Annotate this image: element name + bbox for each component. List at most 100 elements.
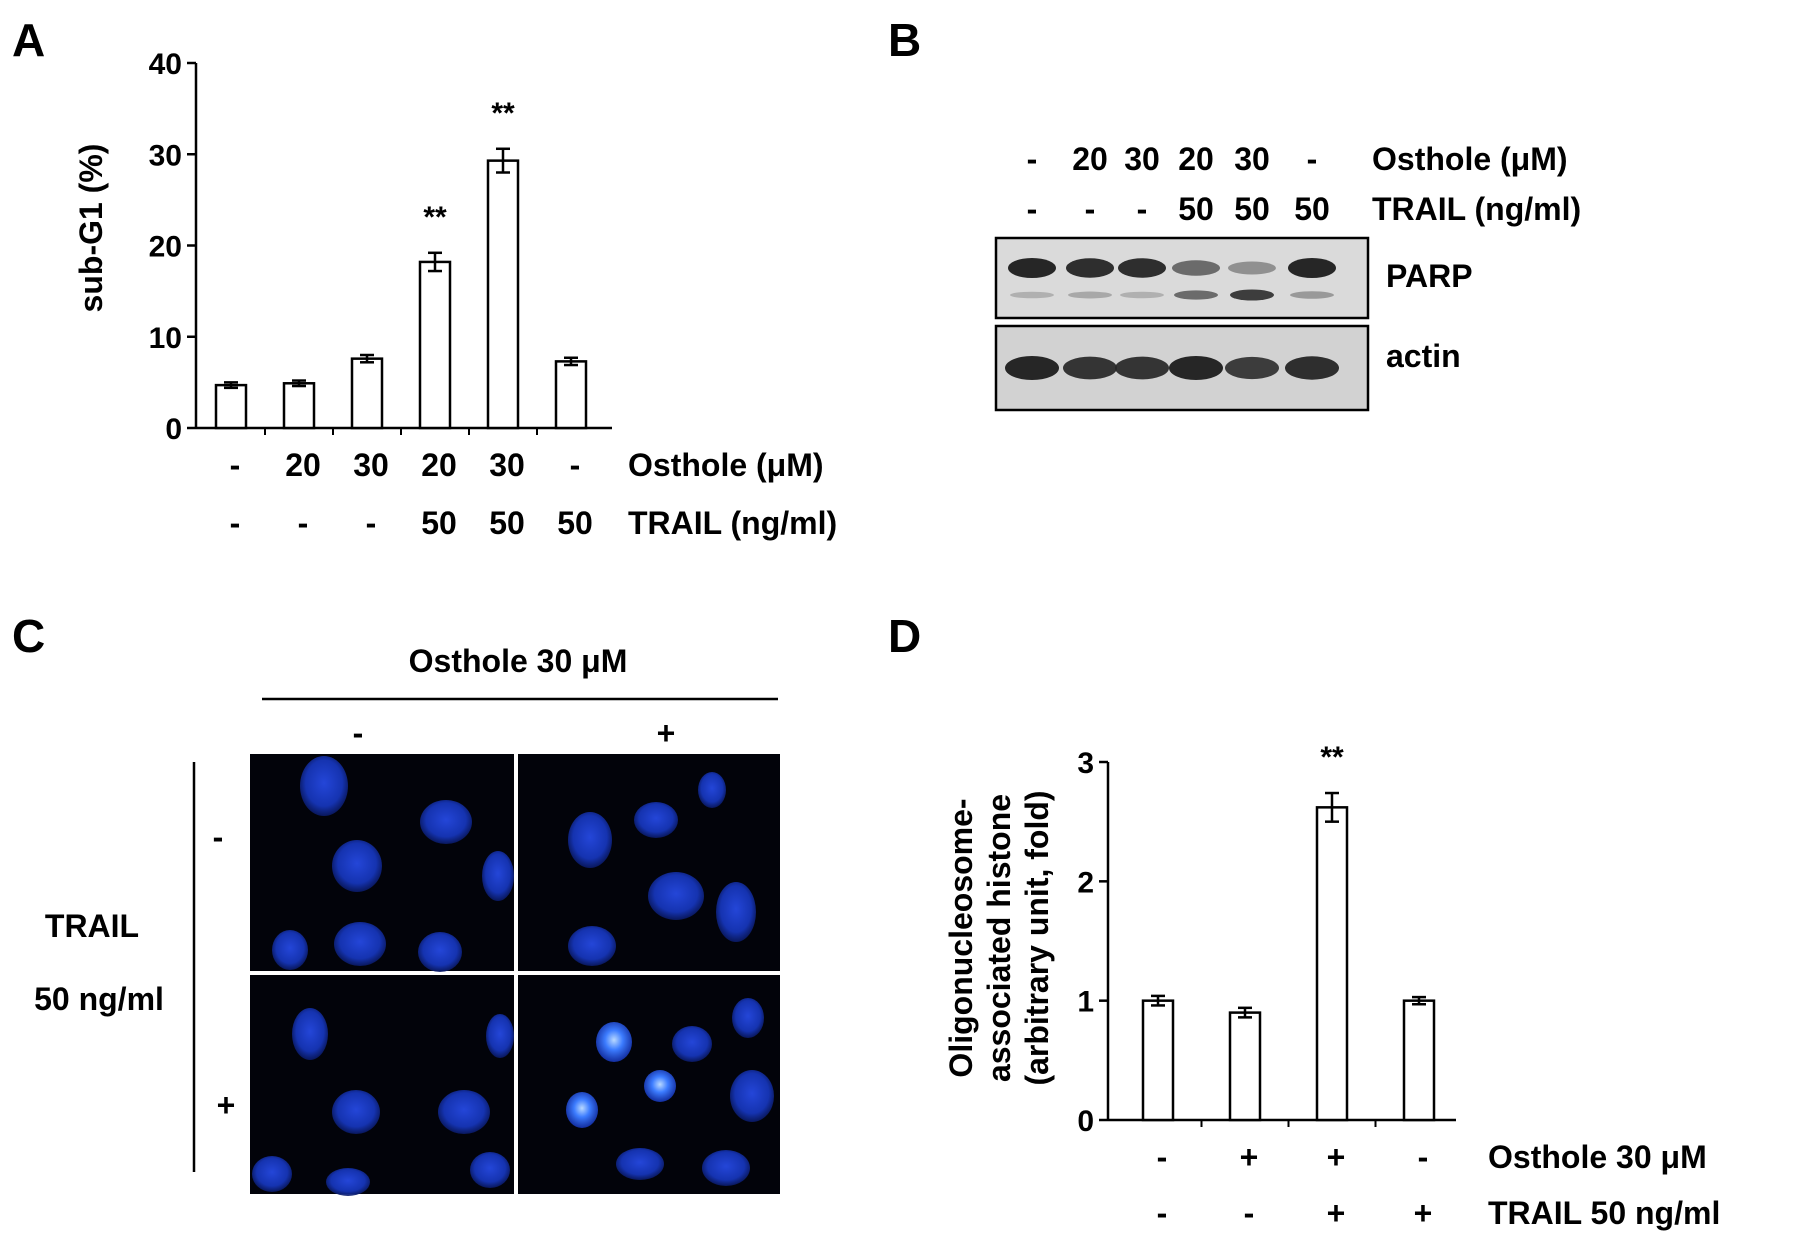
panel-b-osthole-value: 20 [1072, 141, 1108, 177]
panel-b-trail-value: 50 [1178, 191, 1214, 227]
panel-b-trail-value: 50 [1294, 191, 1330, 227]
nucleus [698, 772, 726, 808]
panel-b-osthole-value: 20 [1178, 141, 1214, 177]
panel-b-trail-value: - [1085, 191, 1096, 227]
parp-full-length-band [1172, 260, 1220, 276]
actin-band [1063, 356, 1117, 380]
nucleus [292, 1008, 328, 1060]
nucleus [732, 998, 764, 1038]
panel-d-y-axis-label-line-3: (arbitrary unit, fold) [1019, 790, 1055, 1085]
panel-a-y-tick-label: 20 [149, 231, 182, 264]
nucleus [482, 851, 514, 901]
panel-a-y-tick-label: 30 [149, 139, 182, 172]
panel-d-bar [1402, 999, 1436, 1122]
nucleus [568, 812, 612, 868]
nucleus [702, 1150, 750, 1186]
parp-cleaved-band [1174, 290, 1218, 300]
panel-a-bar [214, 383, 248, 430]
panel-a-significance-label: ** [423, 201, 447, 234]
nucleus [648, 872, 704, 920]
actin-label: actin [1386, 338, 1461, 374]
nucleus [568, 926, 616, 966]
actin-band [1115, 356, 1169, 380]
panel-d-bar [1228, 1011, 1262, 1122]
actin-band [1285, 356, 1339, 380]
panel-d-trail-value: - [1244, 1195, 1255, 1231]
panel-a-trail-value: 50 [489, 505, 525, 541]
panel-a-trail-value: - [366, 505, 377, 541]
actin-blot [994, 324, 1370, 412]
panel-b-osthole-row-label: Osthole (μM) [1372, 141, 1568, 177]
panel-a-trail-value: - [230, 505, 241, 541]
nucleus [418, 932, 462, 972]
panel-a-trail-value: - [298, 505, 309, 541]
micrograph-grid [248, 752, 782, 1196]
panel-d-y-axis-label-line-2: associated histone [981, 794, 1017, 1082]
panel-letter-a: A [12, 14, 45, 66]
panel-b-osthole-value: - [1027, 141, 1038, 177]
panel-b-osthole-value: - [1307, 141, 1318, 177]
trail-dose-row-title: 50 ng/ml [34, 981, 164, 1017]
panel-d-osthole-value: + [1240, 1139, 1259, 1175]
nucleus [730, 1070, 774, 1122]
panel-a-bar [350, 357, 384, 430]
panel-a-trail-row-label: TRAIL (ng/ml) [628, 505, 837, 541]
nucleus [334, 922, 386, 966]
micrograph-combination [518, 975, 780, 1194]
panel-b-osthole-value: 30 [1124, 141, 1160, 177]
panel-b-osthole-value: 30 [1234, 141, 1270, 177]
parp-cleaved-band [1120, 291, 1164, 299]
panel-b-trail-value: - [1137, 191, 1148, 227]
nucleus [634, 802, 678, 838]
panel-a-condition-labels: - - 20 - 30 - 20 50 30 50 - 50 [230, 447, 593, 541]
parp-full-length-band [1008, 258, 1056, 278]
panel-a-y-tick-label: 10 [149, 322, 182, 355]
panel-a-osthole-value: 30 [489, 447, 525, 483]
panel-d-y-tick-label: 3 [1077, 747, 1094, 780]
panel-b-trail-value: 50 [1234, 191, 1270, 227]
panel-a-trail-value: 50 [421, 505, 457, 541]
panel-a-osthole-value: 30 [353, 447, 389, 483]
parp-cleaved-band [1068, 291, 1112, 299]
panel-d-bar [1141, 999, 1175, 1122]
panel-d-osthole-row-label: Osthole 30 μM [1488, 1139, 1707, 1175]
panel-a-bar [554, 360, 588, 430]
nucleus [486, 1014, 514, 1058]
panel-a-osthole-value: - [230, 447, 241, 483]
panel-b-trail-value: - [1027, 191, 1038, 227]
panel-c: C Osthole 30 μM - + TRAIL 50 ng/ml - + [12, 610, 782, 1196]
panel-d-y-tick-label: 0 [1077, 1105, 1094, 1138]
actin-band [1225, 356, 1279, 380]
panel-letter-b: B [888, 14, 921, 66]
micrograph-trail-image [250, 975, 514, 1194]
panel-d: D Oligonucleosome- associated histone (a… [888, 610, 1720, 1231]
nucleus [672, 1026, 712, 1062]
parp-full-length-band [1118, 258, 1166, 278]
panel-d-trail-value: + [1327, 1195, 1346, 1231]
panel-d-condition-labels: - - + - + + - + [1157, 1139, 1433, 1231]
panel-a-significance-label: ** [491, 97, 515, 130]
panel-letter-c: C [12, 610, 45, 662]
nucleus [716, 882, 756, 942]
panel-d-trail-value: - [1157, 1195, 1168, 1231]
trail-row-title: TRAIL [45, 908, 139, 944]
panel-a-osthole-value: 20 [285, 447, 321, 483]
panel-d-osthole-value: - [1418, 1139, 1429, 1175]
panel-a-osthole-row-label: Osthole (μM) [628, 447, 824, 483]
parp-blot-membrane [994, 236, 1370, 320]
parp-full-length-band [1228, 261, 1276, 275]
panel-a-y-tick-label: 40 [149, 48, 182, 81]
panel-d-trail-row-label: TRAIL 50 ng/ml [1488, 1195, 1720, 1231]
panel-d-chart: 0 1 2 3 ** [1077, 741, 1456, 1138]
parp-blot [994, 236, 1370, 320]
panel-letter-d: D [888, 610, 921, 662]
panel-a-bar [418, 260, 452, 430]
micrograph-osthole [518, 754, 780, 971]
parp-cleaved-band [1010, 291, 1054, 299]
parp-cleaved-band [1290, 291, 1334, 299]
nucleus [438, 1090, 490, 1134]
osthole-minus-sign: - [353, 715, 364, 751]
